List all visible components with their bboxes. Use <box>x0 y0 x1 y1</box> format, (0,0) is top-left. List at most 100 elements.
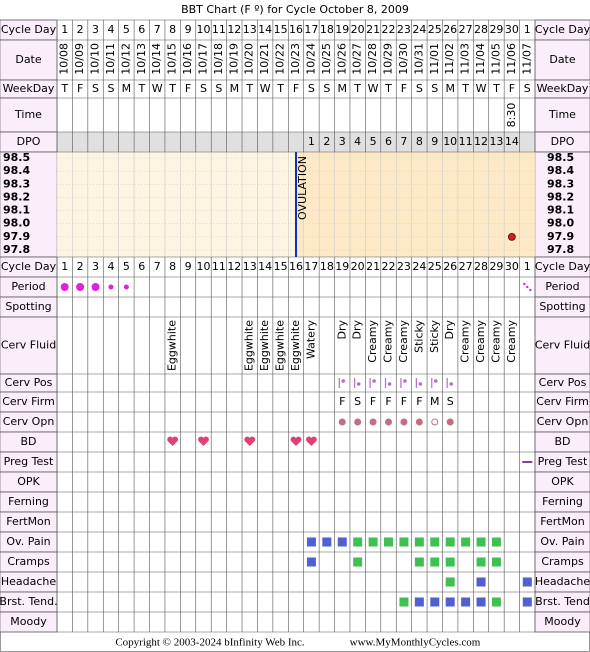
cerv-fluid: Eggwhite <box>289 320 302 371</box>
date: 11/01 <box>428 43 441 75</box>
row-label: Moody <box>10 615 47 628</box>
row-label: Ferning <box>8 495 49 508</box>
cycle-day: 12 <box>227 260 241 273</box>
row-label: Cramps <box>541 555 584 568</box>
row-label: Time <box>548 108 576 121</box>
symptom-square <box>522 577 532 587</box>
date: 10/11 <box>104 43 117 75</box>
cycle-day: 8 <box>169 23 176 36</box>
label-cell <box>0 151 58 258</box>
cycle-day: 28 <box>474 260 488 273</box>
cerv-pos-dot <box>433 379 438 383</box>
row-label: Preg Test <box>4 455 54 468</box>
temp-label: 98.3 <box>3 177 30 190</box>
row-label: Cerv Fluid <box>535 339 590 352</box>
weekday: T <box>353 82 361 95</box>
bd-heart <box>290 436 302 446</box>
cerv-fluid: Sticky <box>412 320 425 353</box>
cerv-fluid: Dry <box>443 320 456 340</box>
row-label: Headache <box>1 575 57 588</box>
row-label: Time <box>14 108 42 121</box>
cerv-fluid: Creamy <box>397 320 410 363</box>
period-dot <box>108 284 114 290</box>
date: 11/06 <box>505 43 518 75</box>
row-label: OPK <box>551 475 574 488</box>
cerv-fluid: Eggwhite <box>274 320 287 371</box>
row-bg <box>57 317 535 374</box>
row-label: Cycle Day <box>535 260 590 273</box>
row-label: DPO <box>551 135 575 148</box>
pre-ovulation-area <box>57 152 296 257</box>
cycle-day: 1 <box>61 23 68 36</box>
cerv-fluid: Dry <box>335 320 348 340</box>
date: 10/28 <box>366 43 379 75</box>
weekday: M <box>338 82 348 95</box>
row-bg <box>57 512 535 532</box>
dpo: 1 <box>308 135 315 148</box>
bd-heart <box>198 436 209 446</box>
symptom-square <box>414 537 424 547</box>
symptom-square <box>491 537 501 547</box>
weekday: S <box>200 82 207 95</box>
date: 10/19 <box>227 43 240 75</box>
row-label: Cycle Day <box>1 23 57 36</box>
row-bg <box>57 452 535 472</box>
cycle-day: 16 <box>289 23 303 36</box>
date: 11/03 <box>459 43 472 75</box>
row-label: Brst. Tend. <box>0 595 58 608</box>
cerv-pos-dot <box>449 382 453 386</box>
row-bg <box>57 532 535 552</box>
temp-label: 97.9 <box>3 230 30 243</box>
label-cell <box>0 39 58 81</box>
temp-label: 98.3 <box>547 177 574 190</box>
weekday: T <box>137 82 145 95</box>
weekday: W <box>476 82 487 95</box>
symptom-square <box>353 557 363 567</box>
weekday: T <box>245 82 253 95</box>
label-cell <box>534 316 590 375</box>
row-label: Date <box>15 53 42 66</box>
cycle-day: 12 <box>227 23 241 36</box>
cerv-firm: S <box>447 395 454 408</box>
row-label: Moody <box>544 615 581 628</box>
cycle-day: 3 <box>92 260 99 273</box>
cerv-opn <box>400 418 408 426</box>
cycle-day: 23 <box>397 23 411 36</box>
row-label: Cerv Firm <box>536 395 589 408</box>
date: 10/13 <box>135 43 148 75</box>
cycle-day: 7 <box>154 23 161 36</box>
cycle-day: 5 <box>123 23 130 36</box>
symptom-square <box>322 537 332 547</box>
cerv-fluid: Creamy <box>459 320 472 363</box>
symptom-square <box>491 597 501 607</box>
temp-label: 98.5 <box>3 151 30 164</box>
time: 8:30 <box>505 103 518 128</box>
cycle-day: 1 <box>61 260 68 273</box>
symptom-square <box>306 557 316 567</box>
date: 10/25 <box>320 43 333 75</box>
dpo: 4 <box>354 135 361 148</box>
row-label: Brst. Tend <box>535 595 590 608</box>
weekday: T <box>276 82 284 95</box>
temp-label: 98.2 <box>3 190 30 203</box>
cycle-day: 18 <box>320 260 334 273</box>
row-label: Cycle Day <box>1 260 57 273</box>
cycle-day: 6 <box>138 260 145 273</box>
row-bg <box>57 40 535 80</box>
row-label: FertMon <box>6 515 51 528</box>
row-label: Spotting <box>5 300 51 313</box>
cycle-day: 10 <box>196 260 210 273</box>
cerv-fluid: Creamy <box>489 320 502 363</box>
cerv-opn <box>431 418 439 426</box>
title-bg <box>0 0 590 20</box>
symptom-square <box>414 557 424 567</box>
cerv-firm: F <box>339 395 345 408</box>
row-label: WeekDay <box>537 82 589 95</box>
cycle-day: 11 <box>212 260 226 273</box>
symptom-square <box>306 537 316 547</box>
cycle-day: 17 <box>304 260 318 273</box>
cerv-pos-dot <box>341 379 346 383</box>
temp-label: 98.4 <box>547 164 574 177</box>
cycle-day: 13 <box>243 260 257 273</box>
